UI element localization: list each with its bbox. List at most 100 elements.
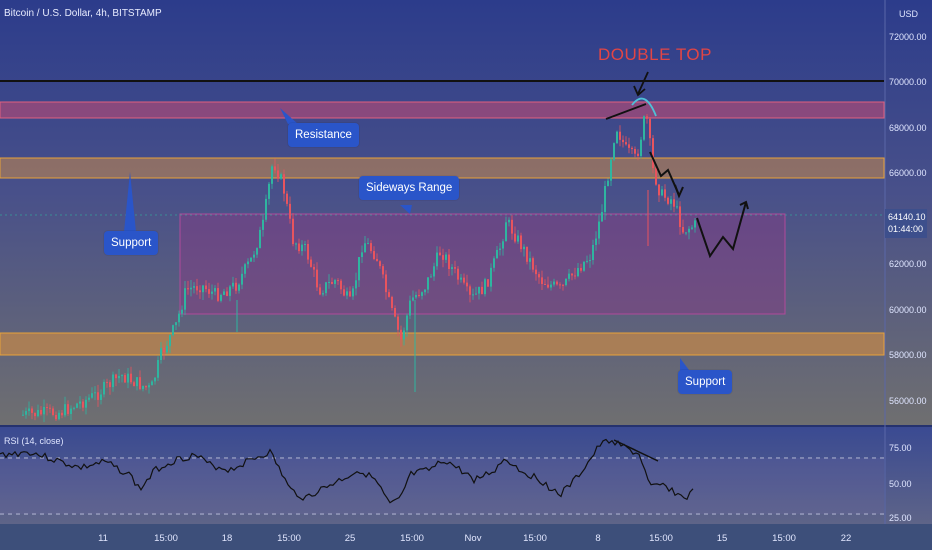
candle-body [307,243,309,260]
candle-body [526,246,528,262]
candle-body [589,260,591,262]
candle-body [127,373,129,383]
candle-body [34,412,36,417]
candle-body [457,268,459,280]
candle-body [472,294,474,296]
candle-body [322,293,324,295]
candle-body [79,401,81,404]
rsi-axis[interactable]: 75.00 50.00 25.00 [889,443,912,523]
time-axis[interactable]: 11 15:00 18 15:00 25 15:00 Nov 15:00 8 15:00 15 15:… [98,533,851,544]
candle-body [190,287,192,290]
candle-body [490,267,492,287]
support-zone[interactable] [0,332,885,356]
candle-body [331,281,333,284]
candle-body [157,360,159,378]
rsi-divergence-line[interactable] [613,439,659,462]
candle-body [337,280,339,282]
candle-body [70,408,72,414]
upper-support-zone[interactable] [0,157,885,179]
candle-body [502,241,504,249]
candle-body [535,269,537,275]
rsi-pane-background [0,427,932,524]
candle-body [91,393,93,398]
candle-body [262,219,264,230]
candle-body [373,251,375,259]
candle-body [436,252,438,267]
candle-body [289,203,291,219]
candle-body [406,315,408,331]
candle-body [58,412,60,420]
candle-body [364,243,366,253]
candle-body [367,243,369,245]
rsi-indicator-title[interactable]: RSI (14, close) [4,436,64,446]
rsi-line[interactable] [0,438,694,504]
candle-body [175,322,177,326]
symbol-title[interactable]: Bitcoin / U.S. Dollar, 4h, BITSTAMP [4,8,162,19]
candle-body [130,373,132,383]
candle-body [283,174,285,194]
time-tick-label: 15:00 [154,533,178,544]
candle-body [568,273,570,279]
candle-body [466,282,468,287]
candle-body [682,227,684,233]
time-axis-background[interactable] [0,524,932,550]
resistance-zone[interactable] [0,101,885,119]
candle-body [52,408,54,416]
candle-body [88,397,90,400]
candle-body [574,275,576,277]
candle-body [595,238,597,245]
candle-body [673,199,675,207]
candle-body [163,348,165,353]
double-top-label[interactable]: DOUBLE TOP [598,45,712,64]
candle-body [604,186,606,213]
candle-body [649,118,651,139]
price-tick-label: 72000.00 [889,32,927,42]
rsi-tick-label: 50.00 [889,479,912,489]
candle-body [355,280,357,289]
time-tick-label: 25 [345,533,356,544]
candle-body [250,257,252,262]
support-note-right[interactable]: Support [678,370,733,394]
candle-body [412,297,414,301]
candle-body [31,408,33,413]
candle-body [583,261,585,271]
candle-body [22,414,24,416]
sideways-range-box[interactable] [179,213,786,315]
candle-body [361,252,363,258]
sideways-range-note[interactable]: Sideways Range [359,176,460,200]
resistance-note[interactable]: Resistance [288,123,359,147]
candle-body [220,294,222,301]
price-tick-label: 60000.00 [889,305,927,315]
candle-body [388,292,390,297]
candle-body [547,284,549,288]
candle-body [487,279,489,287]
candle-body [310,259,312,267]
candle-body [208,289,210,294]
candle-body [133,382,135,387]
price-tick-label: 66000.00 [889,168,927,178]
candle-body [139,377,141,390]
candle-body [112,374,114,388]
double-top-drawings[interactable] [605,71,657,120]
candle-body [121,375,123,377]
candle-body [214,288,216,292]
candle-body [301,244,303,252]
support-note-left[interactable]: Support [104,231,159,255]
candle-body [76,403,78,408]
candle-body [97,392,99,400]
time-tick-label: 15:00 [277,533,301,544]
candle-body [421,292,423,296]
candlestick-series[interactable] [22,114,696,423]
candle-body [244,264,246,274]
candle-body [304,243,306,245]
candle-body [187,288,189,290]
candle-body [178,313,180,323]
rsi-tick-label: 75.00 [889,443,912,453]
projection-path[interactable] [649,151,749,259]
candle-body [643,116,645,140]
candle-body [571,273,573,276]
candle-body [151,381,153,386]
candle-body [577,268,579,277]
candle-body [523,246,525,250]
